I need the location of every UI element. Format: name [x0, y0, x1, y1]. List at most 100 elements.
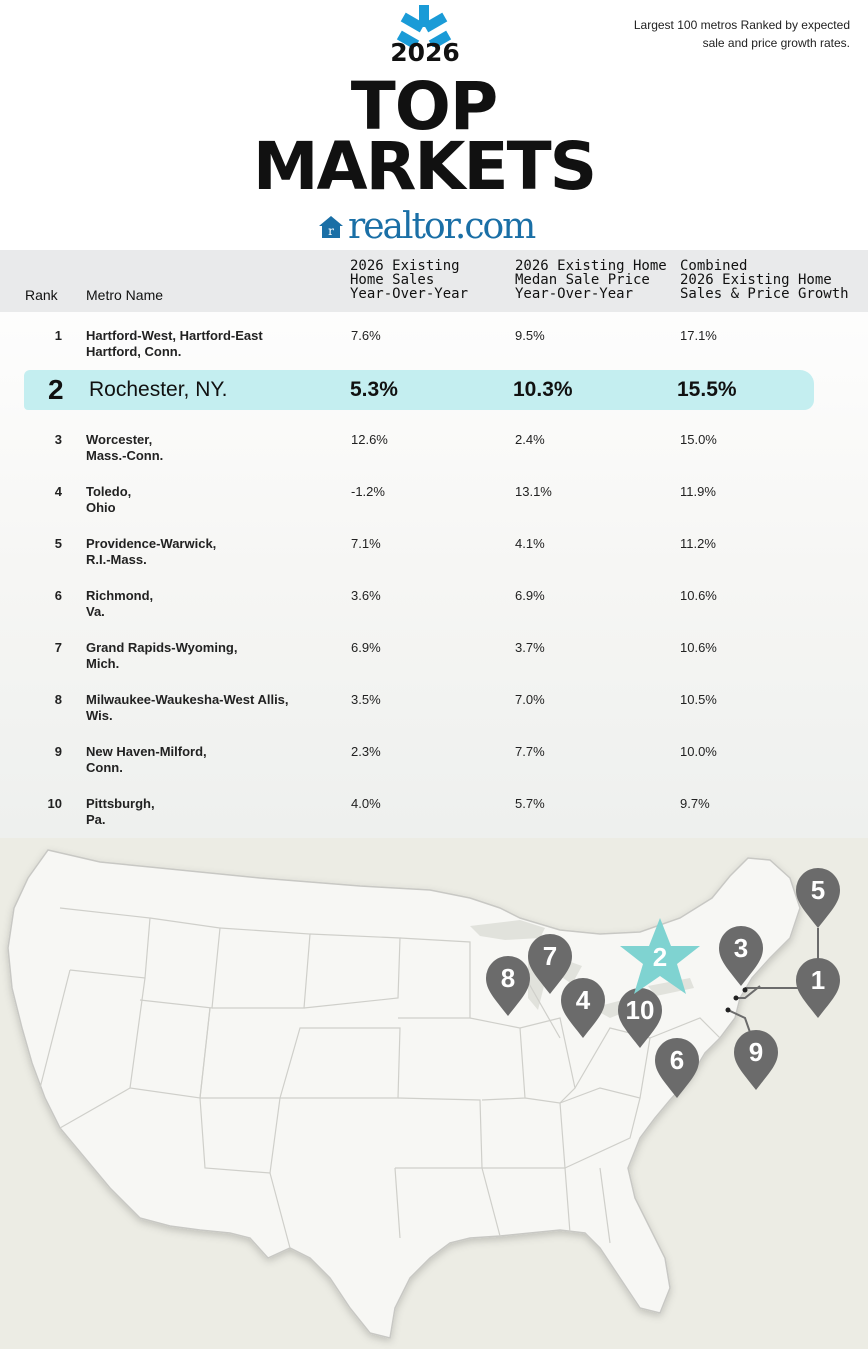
sales-cell: 7.1%	[351, 536, 381, 551]
realtor-logo: r realtor.com	[318, 206, 536, 247]
map-pin-10: 10	[618, 988, 662, 1048]
svg-text:2: 2	[653, 942, 667, 972]
metro-cell: Providence-Warwick, R.I.-Mass.	[86, 536, 217, 567]
combined-cell: 10.5%	[680, 692, 717, 707]
svg-text:8: 8	[501, 963, 515, 993]
sales-cell: 2.3%	[351, 744, 381, 759]
table-row: 10 Pittsburgh, Pa. 4.0% 5.7% 9.7%	[0, 796, 868, 848]
table-header: Rank Metro Name 2026 Existing Home Sales Y…	[0, 250, 868, 312]
rank-cell: 8	[54, 692, 62, 707]
sales-cell: 6.9%	[351, 640, 381, 655]
rankings-table: Rank Metro Name 2026 Existing Home Sales Y…	[0, 250, 868, 838]
combined-cell: 10.6%	[680, 640, 717, 655]
metro-cell: New Haven-Milford, Conn.	[86, 744, 207, 775]
rank-cell: 5	[54, 536, 62, 551]
price-cell: 7.0%	[515, 692, 545, 707]
us-map: 8 7 4 10 6 3 5 1	[0, 838, 868, 1349]
col-header-combined: Combined 2026 Existing Home Sales & Price …	[680, 258, 849, 302]
sales-cell: 3.5%	[351, 692, 381, 707]
combined-cell: 10.6%	[680, 588, 717, 603]
year-label: 2026	[390, 38, 460, 67]
svg-text:5: 5	[811, 875, 825, 905]
highlighted-row: 2 Rochester, NY. 5.3% 10.3% 15.5%	[24, 370, 814, 410]
title-line-markets: MARKETS	[252, 128, 597, 205]
price-cell: 4.1%	[515, 536, 545, 551]
svg-text:6: 6	[670, 1045, 684, 1075]
combined-cell: 11.2%	[680, 536, 716, 551]
sales-cell: 3.6%	[351, 588, 381, 603]
map-pin-4: 4	[561, 978, 605, 1038]
col-header-metro: Metro Name	[86, 287, 164, 303]
map-pin-8: 8	[486, 956, 530, 1016]
price-cell: 7.7%	[515, 744, 545, 759]
price-cell: 13.1%	[515, 484, 552, 499]
rank-cell: 10	[47, 796, 62, 811]
table-row: 3 Worcester, Mass.-Conn. 12.6% 2.4% 15.0%	[0, 432, 868, 484]
house-icon: r	[319, 216, 343, 238]
great-lakes	[470, 920, 694, 1018]
title-line-top: TOP	[350, 68, 499, 145]
rank-cell: 7	[54, 640, 62, 655]
rank-cell: 9	[54, 744, 62, 759]
metro-cell: Hartford-West, Hartford-East Hartford, Co…	[86, 328, 263, 359]
price-cell: 10.3%	[513, 378, 573, 401]
header: 2026 TOP MARKETS r realtor.com Largest 1…	[0, 0, 868, 250]
brand-name: realtor.com	[348, 206, 536, 247]
metro-cell: Toledo, Ohio	[86, 484, 132, 515]
sales-cell: 12.6%	[351, 432, 388, 447]
map-pin-6: 6	[655, 1038, 699, 1098]
metro-cell: Pittsburgh, Pa.	[86, 796, 155, 827]
col-header-rank: Rank	[25, 287, 58, 303]
map-star-2: 2	[620, 918, 700, 994]
combined-cell: 17.1%	[680, 328, 717, 343]
ranking-note: Largest 100 metros Ranked by expected sa…	[633, 18, 850, 50]
svg-text:1: 1	[811, 965, 825, 995]
sales-cell: 4.0%	[351, 796, 381, 811]
sales-cell: 5.3%	[350, 378, 398, 401]
metro-cell: Worcester, Mass.-Conn.	[86, 432, 164, 463]
metro-cell: Grand Rapids-Wyoming, Mich.	[86, 640, 238, 671]
table-row: 5 Providence-Warwick, R.I.-Mass. 7.1% 4.1…	[0, 536, 868, 588]
asterisk-logo-icon	[396, 5, 452, 47]
price-cell: 9.5%	[515, 328, 545, 343]
map-pin-7: 7	[528, 934, 572, 994]
rank-cell: 4	[54, 484, 62, 499]
price-cell: 2.4%	[515, 432, 545, 447]
us-map-graphic	[7, 849, 819, 1339]
combined-cell: 10.0%	[680, 744, 717, 759]
combined-cell: 9.7%	[680, 796, 710, 811]
table-row: 1 Hartford-West, Hartford-East Hartford, …	[0, 328, 868, 380]
price-cell: 5.7%	[515, 796, 545, 811]
svg-text:3: 3	[734, 933, 748, 963]
price-cell: 3.7%	[515, 640, 545, 655]
sales-cell: -1.2%	[351, 484, 385, 499]
rank-cell: 6	[54, 588, 62, 603]
metro-cell: Rochester, NY.	[89, 378, 228, 401]
map-pins: 8 7 4 10 6 3 5 1	[486, 868, 840, 1098]
map-pin-3: 3	[719, 926, 763, 986]
metro-cell: Milwaukee-Waukesha-West Allis, Wis.	[86, 692, 289, 723]
svg-text:10: 10	[626, 995, 655, 1025]
svg-text:7: 7	[543, 941, 557, 971]
table-row: 7 Grand Rapids-Wyoming, Mich. 6.9% 3.7% 1…	[0, 640, 868, 692]
map-pin-9: 9	[734, 1030, 778, 1090]
table-row: 9 New Haven-Milford, Conn. 2.3% 7.7% 10.0…	[0, 744, 868, 796]
table-row: 4 Toledo, Ohio -1.2% 13.1% 11.9%	[0, 484, 868, 536]
us-outline	[7, 849, 801, 1339]
rank-cell: 2	[48, 374, 64, 405]
combined-cell: 15.0%	[680, 432, 717, 447]
map-pin-1: 1	[796, 958, 840, 1018]
svg-text:r: r	[328, 224, 334, 238]
rank-cell: 1	[54, 328, 62, 343]
combined-cell: 15.5%	[677, 378, 737, 401]
table-row: 8 Milwaukee-Waukesha-West Allis, Wis. 3.5…	[0, 692, 868, 744]
sales-cell: 7.6%	[351, 328, 381, 343]
svg-text:9: 9	[749, 1037, 763, 1067]
combined-cell: 11.9%	[680, 484, 716, 499]
col-header-price: 2026 Existing Home Medan Sale Price Year-O…	[515, 258, 667, 302]
svg-text:4: 4	[576, 985, 591, 1015]
metro-cell: Richmond, Va.	[86, 588, 154, 619]
table-row: 6 Richmond, Va. 3.6% 6.9% 10.6%	[0, 588, 868, 640]
col-header-sales: 2026 Existing Home Sales Year-Over-Year	[350, 258, 469, 302]
price-cell: 6.9%	[515, 588, 545, 603]
